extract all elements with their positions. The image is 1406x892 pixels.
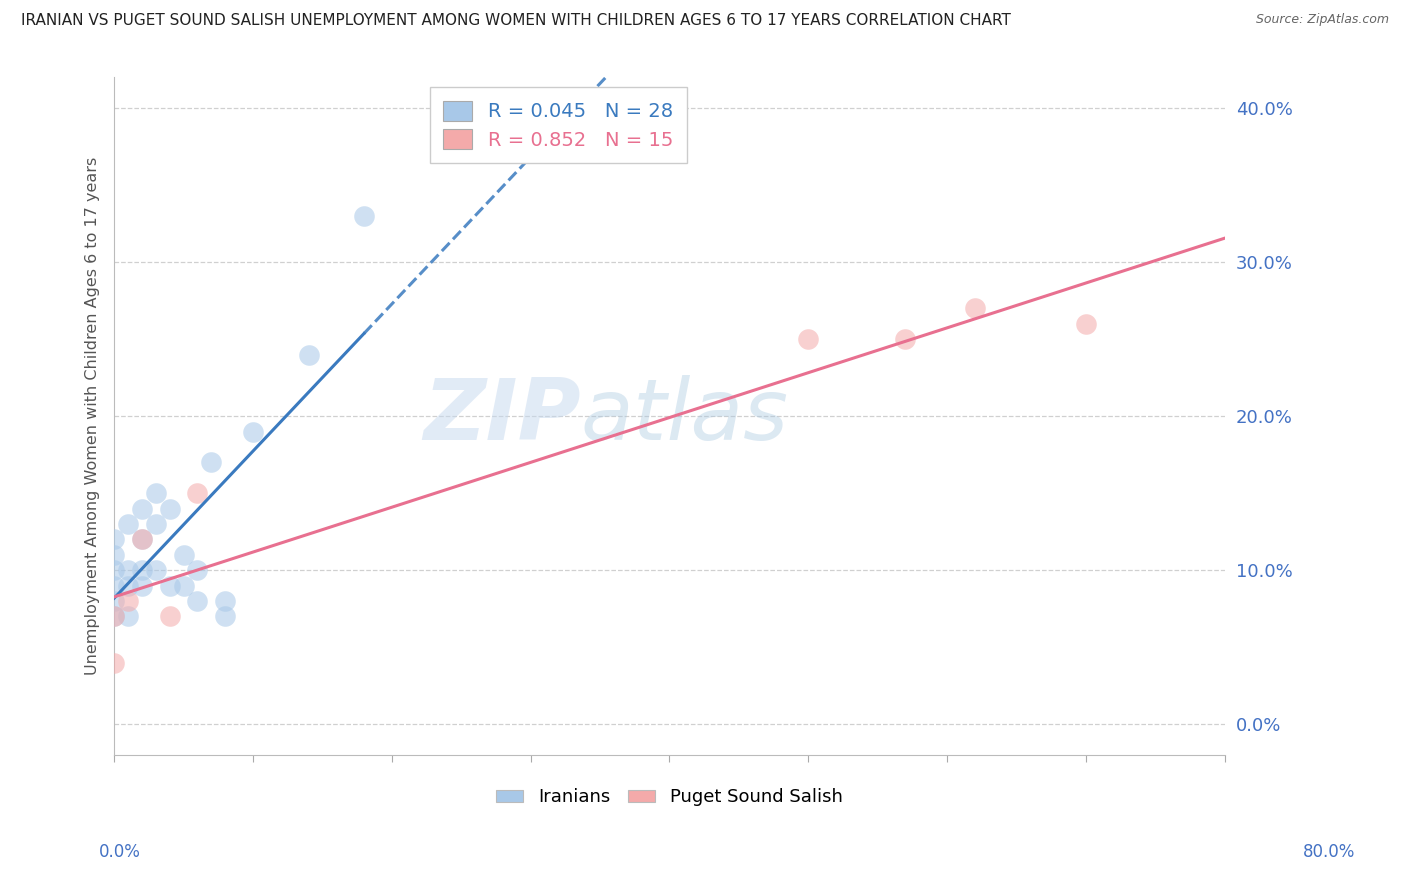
Point bbox=[797, 332, 820, 346]
Text: Source: ZipAtlas.com: Source: ZipAtlas.com bbox=[1256, 13, 1389, 27]
Y-axis label: Unemployment Among Women with Children Ages 6 to 17 years: Unemployment Among Women with Children A… bbox=[86, 157, 100, 675]
Point bbox=[103, 594, 125, 608]
Point bbox=[145, 516, 167, 531]
Text: 80.0%: 80.0% bbox=[1302, 843, 1355, 861]
Point bbox=[186, 594, 208, 608]
Point bbox=[103, 533, 125, 547]
Point bbox=[200, 455, 222, 469]
Point bbox=[894, 332, 917, 346]
Point bbox=[131, 563, 153, 577]
Point bbox=[103, 578, 125, 592]
Point bbox=[131, 533, 153, 547]
Point bbox=[963, 301, 986, 316]
Point bbox=[117, 563, 139, 577]
Point bbox=[103, 609, 125, 624]
Point bbox=[242, 425, 264, 439]
Point bbox=[103, 656, 125, 670]
Point bbox=[117, 578, 139, 592]
Point bbox=[131, 501, 153, 516]
Point bbox=[159, 578, 181, 592]
Point bbox=[131, 533, 153, 547]
Point bbox=[117, 516, 139, 531]
Legend: Iranians, Puget Sound Salish: Iranians, Puget Sound Salish bbox=[489, 781, 849, 814]
Point bbox=[186, 563, 208, 577]
Point bbox=[103, 609, 125, 624]
Point bbox=[103, 548, 125, 562]
Point bbox=[117, 609, 139, 624]
Point bbox=[117, 594, 139, 608]
Point bbox=[145, 563, 167, 577]
Text: ZIP: ZIP bbox=[423, 375, 581, 458]
Point bbox=[353, 209, 375, 223]
Point bbox=[173, 548, 195, 562]
Point bbox=[214, 594, 236, 608]
Point bbox=[159, 501, 181, 516]
Text: IRANIAN VS PUGET SOUND SALISH UNEMPLOYMENT AMONG WOMEN WITH CHILDREN AGES 6 TO 1: IRANIAN VS PUGET SOUND SALISH UNEMPLOYME… bbox=[21, 13, 1011, 29]
Point bbox=[145, 486, 167, 500]
Text: 0.0%: 0.0% bbox=[98, 843, 141, 861]
Text: atlas: atlas bbox=[581, 375, 789, 458]
Point bbox=[1074, 317, 1097, 331]
Point bbox=[159, 609, 181, 624]
Point bbox=[173, 578, 195, 592]
Point bbox=[131, 578, 153, 592]
Point bbox=[214, 609, 236, 624]
Point bbox=[297, 348, 319, 362]
Point bbox=[103, 563, 125, 577]
Point bbox=[186, 486, 208, 500]
